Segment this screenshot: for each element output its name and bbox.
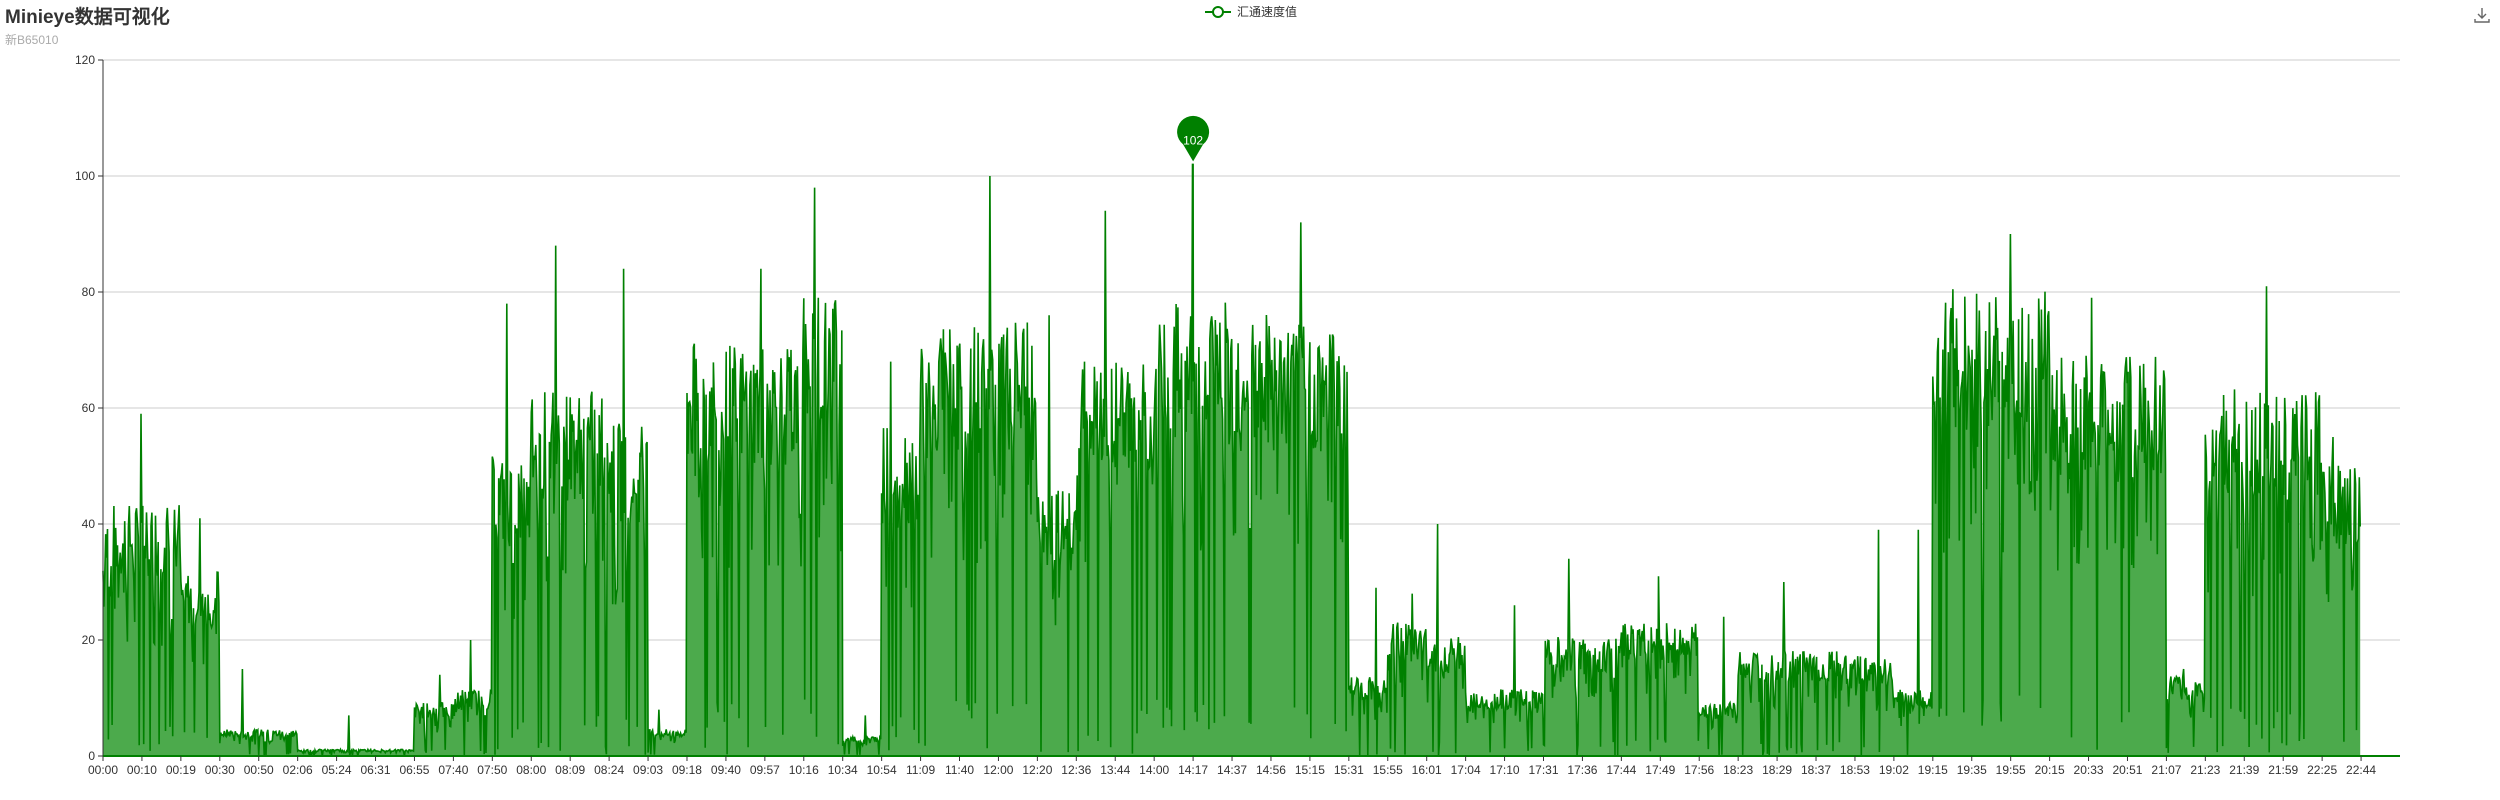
x-tick-label: 10:16 [789,763,819,777]
x-tick-label: 13:44 [1100,763,1130,777]
x-tick-label: 06:55 [399,763,429,777]
legend-line-circle-icon [1205,5,1231,18]
x-tick-label: 00:50 [244,763,274,777]
x-tick-label: 21:59 [2268,763,2298,777]
y-tick-label: 60 [82,401,96,415]
x-tick-label: 06:31 [361,763,391,777]
x-tick-label: 20:15 [2035,763,2065,777]
x-tick-label: 12:36 [1061,763,1091,777]
y-tick-label: 0 [88,749,95,763]
x-tick-label: 17:31 [1528,763,1558,777]
x-tick-label: 10:34 [828,763,858,777]
x-tick-label: 19:55 [1996,763,2026,777]
x-tick-label: 09:03 [633,763,663,777]
x-tick-label: 18:53 [1840,763,1870,777]
x-tick-label: 11:09 [906,763,935,777]
x-tick-label: 05:24 [322,763,352,777]
x-tick-label: 00:19 [166,763,196,777]
x-tick-label: 14:37 [1217,763,1247,777]
x-tick-label: 07:40 [438,763,468,777]
x-tick-label: 08:00 [516,763,546,777]
max-marker-label: 102 [1183,133,1203,147]
x-tick-label: 18:29 [1762,763,1792,777]
chart-title: Minieye数据可视化 [5,7,170,28]
x-tick-label: 19:15 [1918,763,1948,777]
x-tick-label: 17:04 [1451,763,1481,777]
x-tick-label: 14:56 [1256,763,1286,777]
x-tick-label: 19:02 [1879,763,1909,777]
x-tick-label: 17:10 [1490,763,1520,777]
x-tick-label: 10:54 [867,763,897,777]
x-tick-label: 08:09 [555,763,585,777]
x-tick-label: 22:44 [2346,763,2376,777]
y-tick-label: 40 [82,517,96,531]
x-tick-label: 00:10 [127,763,157,777]
download-icon[interactable] [2472,5,2492,25]
x-tick-label: 17:36 [1567,763,1597,777]
x-tick-label: 15:31 [1334,763,1364,777]
x-tick-label: 20:33 [2074,763,2104,777]
chart-subtitle: 新B65010 [5,33,59,47]
x-tick-label: 21:23 [2190,763,2220,777]
x-tick-label: 08:24 [594,763,624,777]
x-tick-label: 14:17 [1178,763,1208,777]
x-tick-label: 18:23 [1723,763,1753,777]
x-tick-label: 20:51 [2112,763,2142,777]
x-tick-label: 02:06 [283,763,313,777]
x-tick-label: 17:56 [1684,763,1714,777]
x-tick-label: 11:40 [945,763,974,777]
max-marker-pin[interactable] [1177,115,1210,162]
legend-label: 汇通速度值 [1237,5,1298,19]
x-tick-label: 18:37 [1801,763,1831,777]
x-tick-label: 15:55 [1373,763,1403,777]
x-tick-label: 09:40 [711,763,741,777]
y-tick-label: 100 [75,169,95,183]
y-tick-label: 120 [75,53,95,67]
x-tick-label: 17:44 [1606,763,1636,777]
series-line [102,163,2361,757]
x-tick-label: 12:00 [983,763,1013,777]
x-tick-label: 09:57 [750,763,780,777]
x-tick-label: 16:01 [1412,763,1442,777]
x-tick-label: 17:49 [1645,763,1675,777]
x-tick-label: 00:30 [205,763,235,777]
x-tick-label: 21:39 [2229,763,2259,777]
series-area [103,164,2361,756]
x-tick-label: 12:20 [1022,763,1052,777]
x-tick-label: 09:18 [672,763,702,777]
x-tick-label: 15:15 [1295,763,1325,777]
x-tick-label: 21:07 [2151,763,2181,777]
x-tick-label: 07:50 [477,763,507,777]
y-tick-label: 80 [82,285,96,299]
y-tick-label: 20 [82,633,96,647]
x-tick-label: 14:00 [1139,763,1169,777]
x-tick-label: 00:00 [88,763,118,777]
x-tick-label: 19:35 [1957,763,1987,777]
x-tick-label: 22:25 [2307,763,2337,777]
legend-item[interactable]: 汇通速度值 [1205,3,1297,20]
